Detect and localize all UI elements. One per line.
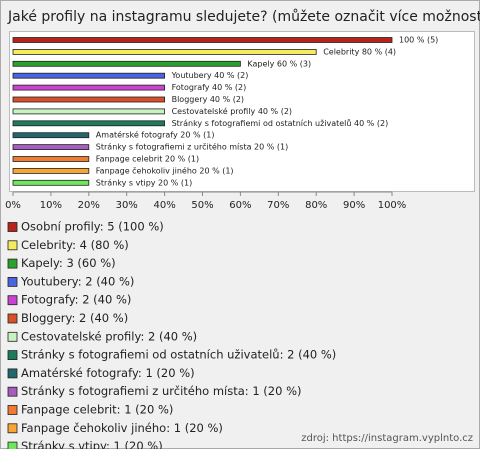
bar-label: Fotografy 40 % (2) <box>172 83 247 92</box>
x-tick-label: 0% <box>5 200 21 211</box>
legend-label: Stránky s fotografiemi od ostatních uživ… <box>21 348 336 362</box>
legend-label: Fotografy: 2 (40 %) <box>21 293 131 307</box>
legend-swatch <box>7 240 18 251</box>
legend-label: Fanpage celebrit: 1 (20 %) <box>21 403 173 417</box>
legend-swatch <box>7 295 18 306</box>
legend-swatch <box>7 350 18 361</box>
bar-label: Stránky s vtipy 20 % (1) <box>96 178 192 187</box>
bar <box>12 179 90 186</box>
bar <box>12 132 90 139</box>
legend-label: Stránky s vtipy: 1 (20 %) <box>21 439 163 449</box>
x-tick-label: 30% <box>116 200 138 211</box>
legend-swatch <box>7 258 18 269</box>
bar-label: Kapely 60 % (3) <box>247 59 311 68</box>
legend-swatch <box>7 313 18 324</box>
legend-label: Celebrity: 4 (80 %) <box>21 238 129 252</box>
legend-swatch <box>7 276 18 287</box>
legend-swatch <box>7 386 18 397</box>
bar-label: Stránky s fotografiemi z určitého místa … <box>96 142 288 152</box>
legend-label: Fanpage čehokoliv jiného: 1 (20 %) <box>21 421 223 435</box>
x-tick-label: 60% <box>229 200 251 211</box>
bar-label: Amatérské fotografy 20 % (1) <box>96 130 215 140</box>
legend-swatch <box>7 368 18 379</box>
legend-label: Osobní profily: 5 (100 %) <box>21 220 164 234</box>
x-tick-label: 90% <box>343 200 365 211</box>
legend-label: Bloggery: 2 (40 %) <box>21 311 128 325</box>
bar <box>12 96 166 103</box>
x-tick-label: 10% <box>40 200 62 211</box>
bar-label: Cestovatelské profily 40 % (2) <box>172 106 292 116</box>
bar-label: Bloggery 40 % (2) <box>172 95 244 104</box>
bar <box>12 37 393 43</box>
bar-label: 100 % (5) <box>399 36 438 45</box>
legend-label: Stránky s fotografiemi z určitého místa:… <box>21 384 301 398</box>
x-tick-label: 70% <box>267 200 289 211</box>
x-tick-label: 20% <box>78 200 100 211</box>
bar <box>12 49 317 55</box>
legend-swatch <box>7 441 18 449</box>
bar <box>12 108 166 115</box>
legend-label: Amatérské fotografy: 1 (20 %) <box>21 366 195 380</box>
bar-label: Stránky s fotografiemi od ostatních uživ… <box>172 118 389 128</box>
bar <box>12 156 90 162</box>
legend-label: Youtubery: 2 (40 %) <box>20 274 134 288</box>
bar-label: Celebrity 80 % (4) <box>323 47 396 56</box>
bar <box>12 84 166 91</box>
x-tick-label: 80% <box>305 200 327 211</box>
x-tick-label: 40% <box>153 200 175 211</box>
bar <box>12 60 241 67</box>
legend-swatch <box>7 405 18 415</box>
bar <box>12 167 90 174</box>
bar-label: Fanpage celebrit 20 % (1) <box>96 155 199 164</box>
chart-title: Jaké profily na instagramu sledujete? (m… <box>7 9 480 25</box>
bar-label: Youtubery 40 % (2) <box>171 71 249 80</box>
legend-label: Cestovatelské profily: 2 (40 %) <box>21 329 197 343</box>
x-tick-label: 50% <box>191 200 213 211</box>
legend-swatch <box>7 331 18 342</box>
bar <box>12 144 90 151</box>
x-tick-label: 100% <box>378 200 407 211</box>
legend-label: Kapely: 3 (60 %) <box>21 256 116 270</box>
legend-swatch <box>7 222 18 232</box>
source: zdroj: https://instagram.vyplnto.cz <box>301 433 473 444</box>
bar <box>12 72 166 79</box>
bar <box>12 120 166 127</box>
bar-label: Fanpage čehokoliv jiného 20 % (1) <box>96 165 234 175</box>
legend-swatch <box>7 423 18 434</box>
